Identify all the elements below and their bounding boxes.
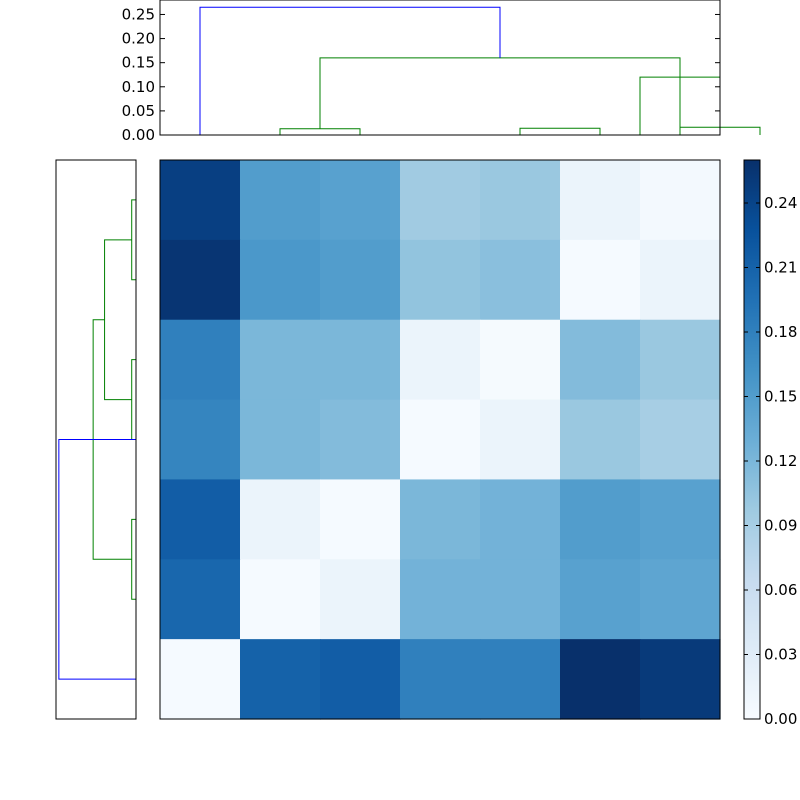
heatmap-cell-r1-c3 <box>400 239 481 321</box>
left-dendrogram <box>55 159 137 720</box>
heatmap-cell-r4-c3 <box>400 479 481 560</box>
heatmap-cell-r4-c0 <box>160 479 241 560</box>
heatmap-cell-r2-c1 <box>240 319 321 401</box>
top-dendrogram: 0.00 0.05 0.10 0.15 0.20 0.25 <box>122 0 761 144</box>
top-dendrogram-frame <box>159 0 721 136</box>
heatmap-cell-r6-c2 <box>320 639 401 720</box>
heatmap-cell-r0-c2 <box>320 160 401 241</box>
colorbar-tick-label-5: 0.15 <box>764 388 797 406</box>
left-dendrogram-links <box>58 199 136 680</box>
heatmap-cell-r4-c2 <box>320 479 401 560</box>
colorbar-tick-label-8: 0.24 <box>764 194 797 212</box>
heatmap-cell-r5-c2 <box>320 559 401 640</box>
left-dendrogram-link-3 <box>104 239 132 401</box>
top-y-tick-label-5: 0.25 <box>122 5 155 23</box>
heatmap-cell-r5-c1 <box>240 559 321 640</box>
heatmap-cell-r0-c4 <box>480 160 561 241</box>
heatmap-cell-r2-c3 <box>400 319 481 401</box>
heatmap-cell-r6-c4 <box>480 639 561 720</box>
top-dendrogram-link-1 <box>519 127 601 135</box>
heatmap-cell-r1-c5 <box>560 239 641 321</box>
heatmap-cell-r2-c0 <box>160 319 241 401</box>
heatmap-cell-r2-c5 <box>560 319 641 401</box>
colorbar-tick-label-3: 0.09 <box>764 517 797 535</box>
colorbar-tick-label-1: 0.03 <box>764 646 797 664</box>
heatmap-cell-r0-c3 <box>400 160 481 241</box>
heatmap-cell-r0-c0 <box>160 160 241 241</box>
heatmap-cell-r1-c0 <box>160 239 241 321</box>
heatmap-cell-r4-c5 <box>560 479 641 560</box>
heatmap-cell-r0-c5 <box>560 160 641 241</box>
heatmap-cell-r3-c2 <box>320 399 401 481</box>
left-dendrogram-link-2 <box>131 518 136 600</box>
heatmap-cell-r6-c5 <box>560 639 641 720</box>
top-y-tick-label-1: 0.05 <box>122 102 155 120</box>
heatmap-cell-r1-c2 <box>320 239 401 321</box>
heatmap-cell-r3-c4 <box>480 399 561 481</box>
heatmap-cell-r1-c4 <box>480 239 561 321</box>
heatmap-cell-r5-c5 <box>560 559 641 640</box>
colorbar-tick-label-6: 0.18 <box>764 323 797 341</box>
heatmap-cell-r6-c1 <box>240 639 321 720</box>
heatmap-cell-r0-c1 <box>240 160 321 241</box>
left-dendrogram-frame <box>55 159 137 720</box>
colorbar-tick-label-7: 0.21 <box>764 259 797 277</box>
heatmap-cell-r6-c3 <box>400 639 481 720</box>
heatmap <box>159 159 721 720</box>
heatmap-cell-r3-c0 <box>160 399 241 481</box>
colorbar-tick-label-0: 0.00 <box>764 710 797 728</box>
heatmap-cell-r2-c2 <box>320 319 401 401</box>
heatmap-cell-r1-c1 <box>240 239 321 321</box>
heatmap-cell-r4-c6 <box>640 479 721 560</box>
heatmap-cell-r3-c6 <box>640 399 721 481</box>
colorbar-gradient <box>744 160 760 719</box>
heatmap-cell-r2-c6 <box>640 319 721 401</box>
left-dendrogram-link-0 <box>131 199 136 281</box>
top-y-tick-label-4: 0.20 <box>122 30 155 48</box>
heatmap-cell-r6-c6 <box>640 639 721 720</box>
heatmap-cell-r4-c1 <box>240 479 321 560</box>
heatmap-cell-r5-c6 <box>640 559 721 640</box>
heatmap-cell-r3-c1 <box>240 399 321 481</box>
heatmap-cell-r0-c6 <box>640 160 721 241</box>
top-dendrogram-links <box>199 6 761 135</box>
top-dendrogram-link-0 <box>279 128 361 135</box>
left-dendrogram-link-1 <box>131 359 136 440</box>
heatmap-cell-r5-c4 <box>480 559 561 640</box>
heatmap-cell-r3-c3 <box>400 399 481 481</box>
colorbar-axis: 0.00 0.03 0.06 0.09 0.12 0.15 0.18 0.21 0.24 <box>744 194 797 728</box>
heatmap-frame <box>159 159 721 720</box>
heatmap-cell-r3-c5 <box>560 399 641 481</box>
heatmap-cell-r1-c6 <box>640 239 721 321</box>
left-dendrogram-link-5 <box>58 439 136 680</box>
heatmap-cells <box>160 160 721 720</box>
heatmap-cell-r4-c4 <box>480 479 561 560</box>
top-dendrogram-link-4 <box>319 57 681 135</box>
colorbar-tick-label-2: 0.06 <box>764 581 797 599</box>
top-y-tick-label-2: 0.10 <box>122 78 155 96</box>
heatmap-cell-r5-c3 <box>400 559 481 640</box>
top-dendrogram-y-axis: 0.00 0.05 0.10 0.15 0.20 0.25 <box>122 5 720 144</box>
heatmap-cell-r6-c0 <box>160 639 241 720</box>
colorbar-tick-label-4: 0.12 <box>764 452 797 470</box>
top-dendrogram-link-5 <box>199 6 501 135</box>
colorbar-frame <box>743 159 761 720</box>
heatmap-cell-r5-c0 <box>160 559 241 640</box>
colorbar: 0.00 0.03 0.06 0.09 0.12 0.15 0.18 0.21 0.24 <box>743 159 797 728</box>
top-y-tick-label-3: 0.15 <box>122 54 155 72</box>
heatmap-cell-r2-c4 <box>480 319 561 401</box>
top-y-tick-label-0: 0.00 <box>122 126 155 144</box>
